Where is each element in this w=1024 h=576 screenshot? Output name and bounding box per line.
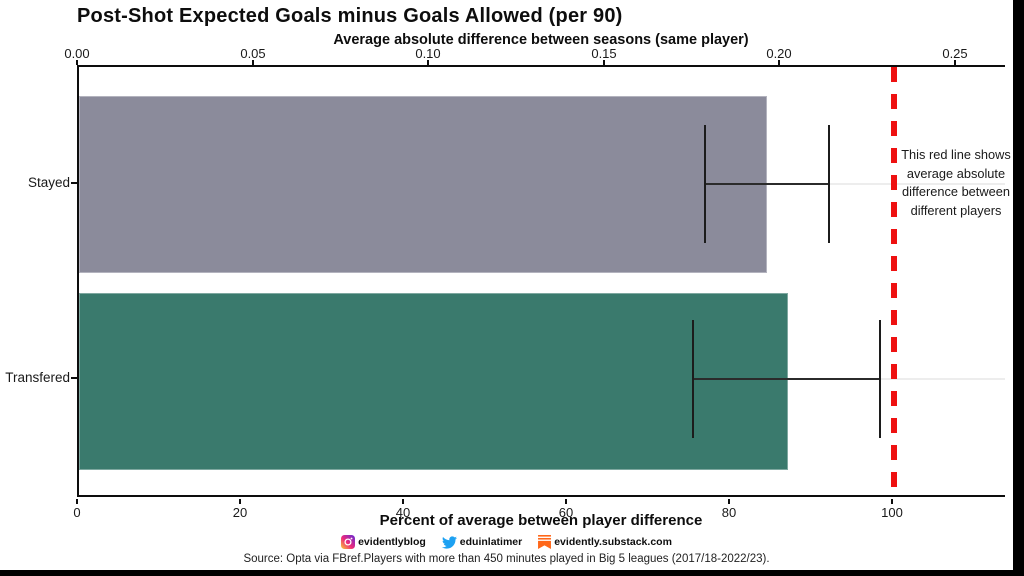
x-tick-label: 40 bbox=[395, 505, 411, 520]
x-tick-label: 0.10 bbox=[415, 46, 441, 61]
x-tick-label: 100 bbox=[881, 505, 903, 520]
top-axis-ticks: 0.00 0.05 0.10 0.15 0.20 0.25 bbox=[64, 46, 1005, 65]
annotation-line: different players bbox=[910, 202, 1002, 218]
chart-title: Post-Shot Expected Goals minus Goals All… bbox=[77, 5, 623, 27]
x-tick-mark bbox=[239, 499, 241, 504]
plot-area bbox=[77, 65, 1005, 497]
social-handle: eduinlatimer bbox=[459, 536, 523, 548]
reference-line bbox=[891, 67, 897, 495]
y-label-transfered: Transfered bbox=[5, 370, 70, 385]
reference-line-annotation: This red line shows average absolute dif… bbox=[897, 146, 1015, 220]
x-tick-label: 20 bbox=[232, 505, 248, 520]
x-tick-mark bbox=[954, 60, 956, 65]
x-tick-label: 0.15 bbox=[591, 46, 617, 61]
error-bar-transfered bbox=[692, 320, 881, 438]
annotation-line: This red line shows bbox=[901, 147, 1011, 162]
bottom-axis-label: Percent of average between player differ… bbox=[379, 512, 703, 529]
bar-stayed bbox=[79, 96, 767, 273]
social-handle: evidently.substack.com bbox=[554, 536, 672, 548]
top-axis-label: Average absolute difference between seas… bbox=[333, 32, 749, 48]
x-tick-mark bbox=[778, 60, 780, 65]
x-tick-mark bbox=[76, 60, 78, 65]
error-bar-stayed bbox=[704, 125, 830, 243]
instagram-icon bbox=[341, 535, 356, 549]
x-tick-label: 0.00 bbox=[64, 46, 90, 61]
bar-transfered bbox=[79, 293, 788, 470]
social-row: evidentlyblog eduinlatimer evidently.sub… bbox=[0, 535, 1013, 549]
error-cap-high-icon bbox=[879, 320, 881, 438]
x-tick-label: 0.05 bbox=[240, 46, 266, 61]
x-tick-mark bbox=[565, 499, 567, 504]
screenshot-bottom-edge bbox=[0, 570, 1024, 576]
substack-icon bbox=[538, 535, 552, 549]
social-item-substack: evidently.substack.com bbox=[538, 535, 672, 549]
y-tick-mark bbox=[71, 377, 77, 379]
y-tick-mark bbox=[71, 182, 77, 184]
x-tick-mark bbox=[728, 499, 730, 504]
x-tick-mark bbox=[76, 499, 78, 504]
annotation-line: difference between bbox=[902, 184, 1010, 200]
x-tick-mark bbox=[427, 60, 429, 65]
bottom-axis-ticks: 0 20 40 60 80 100 bbox=[73, 499, 1005, 521]
annotation-line: average absolute bbox=[906, 165, 1006, 181]
x-tick-label: 80 bbox=[721, 505, 737, 520]
social-item-twitter: eduinlatimer bbox=[441, 535, 523, 549]
source-text: Source: Opta via FBref.Players with more… bbox=[243, 553, 770, 565]
x-tick-mark bbox=[402, 499, 404, 504]
error-cap-high-icon bbox=[828, 125, 830, 243]
social-handle: evidentlyblog bbox=[358, 536, 426, 548]
x-tick-mark bbox=[891, 499, 893, 504]
twitter-icon bbox=[441, 535, 457, 549]
screenshot-right-edge bbox=[1013, 0, 1024, 576]
x-tick-label: 60 bbox=[558, 505, 574, 520]
y-label-stayed: Stayed bbox=[27, 175, 70, 190]
error-cap-low-icon bbox=[692, 320, 694, 438]
x-tick-mark bbox=[603, 60, 605, 65]
error-cap-low-icon bbox=[704, 125, 706, 243]
x-tick-label: 0.20 bbox=[766, 46, 792, 61]
x-tick-label: 0 bbox=[73, 505, 81, 520]
x-tick-label: 0.25 bbox=[942, 46, 968, 61]
x-tick-mark bbox=[252, 60, 254, 65]
social-item-instagram: evidentlyblog bbox=[341, 535, 426, 549]
